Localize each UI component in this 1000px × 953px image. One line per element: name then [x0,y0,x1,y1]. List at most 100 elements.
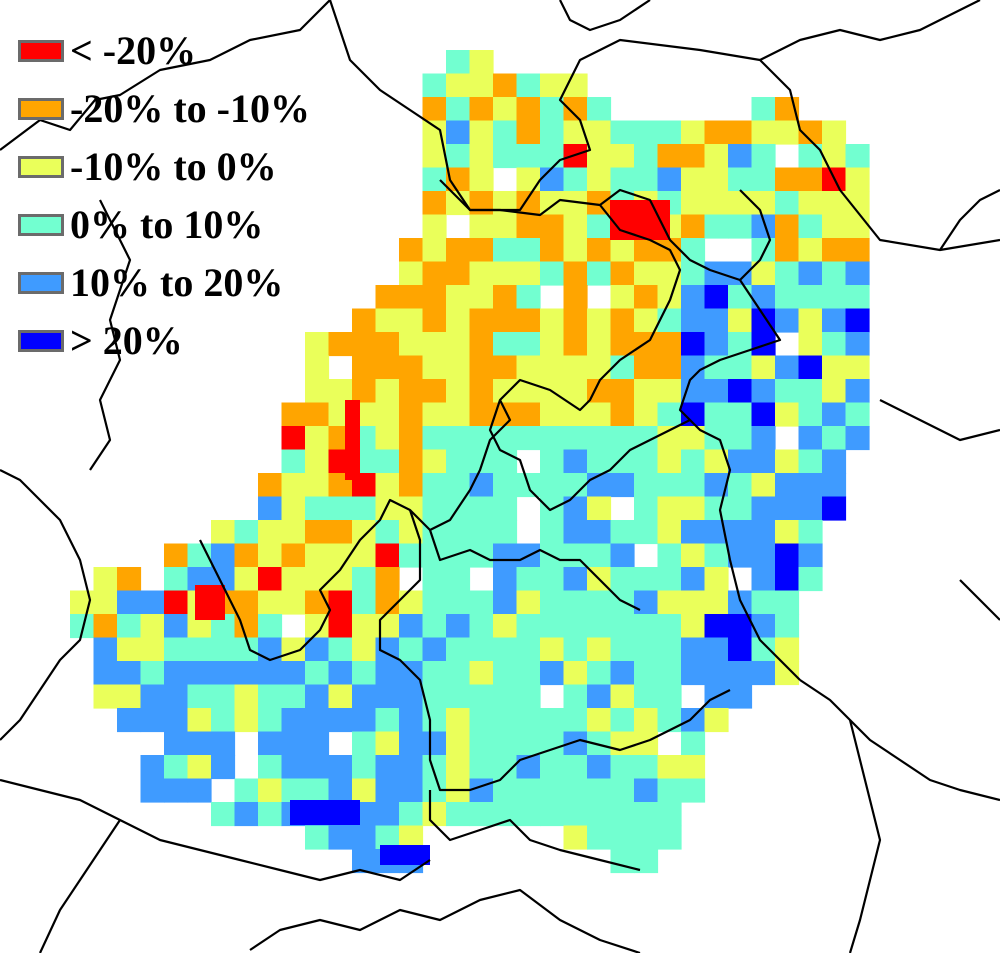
grid-cell [493,590,518,615]
grid-cell [422,496,447,521]
grid-cell [516,238,541,263]
grid-cell [422,567,447,592]
grid-cell [493,144,518,169]
grid-cell [587,426,612,451]
grid-cell [140,684,165,709]
grid-cell [845,144,870,169]
grid-cell [469,285,494,310]
grid-cell [775,191,800,216]
grid-cell [516,285,541,310]
grid-cell [305,825,330,850]
grid-cell [164,614,189,639]
grid-cell [516,614,541,639]
grid-cell [516,402,541,427]
grid-cell [493,496,518,521]
grid-cell [422,473,447,498]
grid-cell [540,261,565,286]
grid-cell [610,473,635,498]
grid-cell [422,238,447,263]
grid-cell [281,567,306,592]
grid-cell [422,285,447,310]
grid-cell [587,120,612,145]
grid-cell [728,214,753,239]
grid-cell [775,308,800,333]
grid-cell [211,802,236,827]
grid-cell [822,191,847,216]
grid-cell [281,731,306,756]
grid-cell [775,590,800,615]
grid-cell [540,426,565,451]
grid-cell [93,567,118,592]
grid-cell [775,496,800,521]
grid-cell [375,684,400,709]
grid-cell [798,285,823,310]
grid-cell [587,355,612,380]
grid-cell [634,802,659,827]
grid-cell [822,261,847,286]
grid-cell [751,426,776,451]
grid-cell [328,567,353,592]
grid-cell [775,473,800,498]
grid-cell [305,496,330,521]
grid-cell [375,802,400,827]
grid-cell [469,449,494,474]
grid-cell [469,802,494,827]
grid-cell [258,496,283,521]
grid-cell [446,802,471,827]
grid-cell [798,308,823,333]
grid-cell [446,731,471,756]
grid-cell [751,661,776,686]
grid-cell [634,755,659,780]
grid-cell [164,567,189,592]
grid-cell [469,755,494,780]
grid-cell [446,473,471,498]
grid-cell [704,543,729,568]
grid-cell [516,191,541,216]
grid-cell [563,567,588,592]
grid-cell [657,708,682,733]
grid-cell [681,191,706,216]
legend-label: > 20% [70,318,183,363]
grid-cell [305,778,330,803]
grid-cell [469,778,494,803]
grid-cell [446,614,471,639]
grid-cell [305,355,330,380]
grid-cell [563,755,588,780]
grid-cell [164,684,189,709]
grid-cell [375,543,400,568]
grid-cell [540,614,565,639]
grid-cell [681,614,706,639]
grid-cell [258,708,283,733]
grid-cell [446,308,471,333]
grid-cell [493,473,518,498]
grid-cell [422,402,447,427]
grid-cell [399,684,424,709]
grid-cell [634,825,659,850]
grid-cell [211,543,236,568]
grid-cell [540,567,565,592]
grid-cell [775,355,800,380]
grid-cell [587,308,612,333]
grid-cell [493,214,518,239]
grid-cell [469,708,494,733]
grid-cell [117,637,142,662]
grid-cell [422,97,447,122]
grid-cell [375,708,400,733]
grid-cell [422,543,447,568]
grid-cell [352,825,377,850]
grid-cell [657,661,682,686]
grid-cell [704,661,729,686]
grid-cell [305,473,330,498]
grid-cell [140,614,165,639]
grid-cell [822,496,847,521]
grid-cell [516,684,541,709]
grid-cell [845,167,870,192]
grid-cell [657,637,682,662]
grid-cell [375,473,400,498]
grid-cell [610,802,635,827]
grid-cell [493,637,518,662]
grid-cell [751,520,776,545]
grid-cell [657,144,682,169]
grid-cell [704,144,729,169]
